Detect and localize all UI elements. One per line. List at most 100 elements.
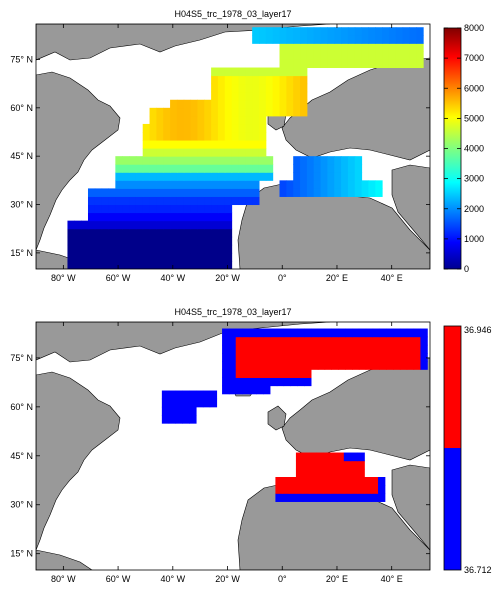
data-cell — [249, 385, 257, 395]
data-cell — [297, 344, 305, 354]
data-cell — [108, 228, 116, 238]
data-cell — [375, 180, 383, 189]
data-cell — [306, 51, 315, 60]
data-cell — [156, 115, 164, 125]
map-2 — [36, 322, 430, 570]
data-cell — [258, 172, 267, 181]
data-cell — [135, 260, 144, 269]
data-cell — [190, 164, 198, 173]
data-cell — [149, 260, 157, 269]
data-cell — [149, 107, 157, 117]
data-cell — [249, 328, 257, 338]
colorbar-tick-label: 36.712 — [464, 565, 492, 575]
data-cell — [309, 485, 317, 494]
data-cell — [279, 180, 287, 189]
data-cell — [320, 156, 328, 165]
data-cell — [252, 91, 260, 101]
data-cell — [94, 236, 103, 246]
data-cell — [142, 196, 151, 206]
data-cell — [309, 493, 317, 502]
data-cell — [204, 107, 212, 117]
data-cell — [74, 260, 82, 269]
data-cell — [327, 27, 335, 36]
data-cell — [209, 398, 218, 408]
data-cell — [279, 188, 287, 197]
data-cell — [300, 83, 308, 93]
x-tick-label: 40° W — [161, 273, 186, 283]
data-cell — [302, 452, 311, 462]
data-cell — [142, 123, 151, 133]
data-cell — [378, 477, 386, 486]
data-cell — [190, 220, 198, 230]
data-cell — [197, 156, 205, 165]
data-cell — [238, 180, 246, 189]
data-cell — [252, 83, 260, 93]
data-cell — [320, 164, 328, 173]
data-cell — [283, 361, 291, 370]
data-cell — [176, 99, 185, 109]
data-cell — [149, 244, 157, 254]
data-cell — [256, 344, 264, 354]
data-cell — [211, 172, 219, 181]
data-cell — [211, 164, 219, 173]
data-cell — [286, 83, 294, 93]
data-cell — [386, 361, 394, 370]
data-cell — [413, 328, 421, 338]
data-cell — [163, 131, 171, 141]
data-cell — [122, 260, 130, 269]
x-tick-label: 40° E — [381, 574, 403, 584]
x-ticks-1: 80° W 60° W 40° W 20° W 0° 20° E 40° E — [51, 24, 403, 283]
data-cell — [352, 344, 360, 354]
data-cell — [197, 188, 205, 197]
data-cell — [372, 344, 380, 354]
data-cell — [286, 107, 294, 117]
data-cell — [67, 252, 75, 262]
data-cell — [224, 140, 233, 149]
data-cell — [275, 485, 283, 494]
data-cell — [163, 236, 171, 246]
land-north-america — [36, 371, 121, 551]
x-tick-label: 60° W — [106, 273, 131, 283]
data-cell — [375, 51, 383, 60]
data-cell — [306, 35, 315, 44]
data-cell — [224, 212, 233, 222]
data-cell — [269, 361, 278, 370]
data-cell — [258, 83, 267, 93]
data-cell — [170, 180, 178, 189]
data-cell — [197, 115, 205, 125]
data-cell — [163, 115, 171, 125]
data-cell — [409, 59, 417, 69]
data-cell — [135, 228, 144, 238]
data-cell — [343, 452, 352, 462]
data-cell — [156, 123, 164, 133]
data-cell — [211, 107, 219, 117]
data-cell — [142, 156, 151, 165]
data-cell — [235, 377, 244, 387]
data-cell — [265, 172, 274, 181]
data-cell — [320, 172, 328, 181]
data-cell — [94, 188, 103, 197]
data-cell — [204, 228, 212, 238]
data-cell — [115, 244, 123, 254]
data-cell — [293, 75, 301, 85]
data-cell — [316, 477, 324, 486]
colorbar-tick-label: 6000 — [464, 83, 484, 93]
data-cell — [142, 252, 151, 262]
data-cell — [258, 107, 267, 117]
data-cell — [156, 156, 164, 165]
data-cell — [101, 244, 110, 254]
data-cell — [395, 59, 404, 69]
data-cell — [300, 99, 308, 109]
data-cell — [357, 460, 365, 470]
data-cell — [252, 75, 260, 85]
data-cell — [183, 212, 192, 222]
data-cell — [231, 131, 239, 141]
data-cell — [265, 91, 274, 101]
data-cell — [176, 188, 185, 197]
data-cell — [211, 99, 219, 109]
data-cell — [189, 390, 197, 400]
data-cell — [142, 228, 151, 238]
data-cell — [170, 196, 178, 206]
data-cell — [293, 172, 301, 181]
data-cell — [149, 123, 157, 133]
